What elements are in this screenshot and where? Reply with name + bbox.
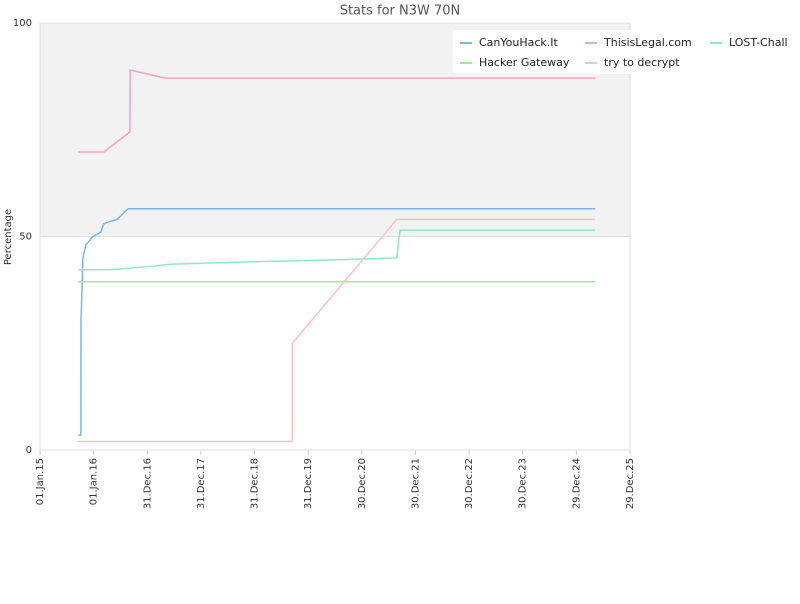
x-tick-label: 01.Jan.15 — [35, 458, 46, 505]
y-tick-label: 50 — [19, 232, 32, 243]
x-tick-label: 31.Dec.18 — [250, 458, 261, 509]
legend-label: try to decrypt — [604, 56, 680, 69]
x-tick-label: 30.Dec.22 — [464, 458, 475, 509]
x-tick-label: 31.Dec.16 — [142, 458, 153, 509]
legend-label: CanYouHack.It — [479, 36, 559, 49]
legend-box — [453, 30, 798, 74]
x-tick-label: 29.Dec.24 — [571, 458, 582, 509]
legend-label: LOST-Chall — [729, 36, 788, 49]
x-tick-label: 01.Jan.16 — [89, 458, 100, 505]
series-line — [77, 207, 596, 436]
x-tick-label: 30.Dec.23 — [518, 458, 529, 509]
x-tick-label: 29.Dec.25 — [625, 458, 636, 509]
x-tick-label: 30.Dec.21 — [410, 458, 421, 509]
legend-label: ThisisLegal.com — [603, 36, 692, 49]
x-tick-label: 31.Dec.19 — [303, 458, 314, 509]
y-tick-label: 0 — [26, 445, 32, 456]
series-line — [77, 229, 596, 271]
x-tick-label: 31.Dec.17 — [196, 458, 207, 509]
y-tick-label: 100 — [13, 18, 32, 29]
series-line — [77, 218, 596, 443]
series-line — [77, 69, 596, 153]
x-tick-label: 30.Dec.20 — [357, 458, 368, 509]
chart-title: Stats for N3W 70N — [340, 4, 461, 19]
legend-label: Hacker Gateway — [479, 56, 570, 69]
y-axis-label: Percentage — [3, 209, 14, 265]
